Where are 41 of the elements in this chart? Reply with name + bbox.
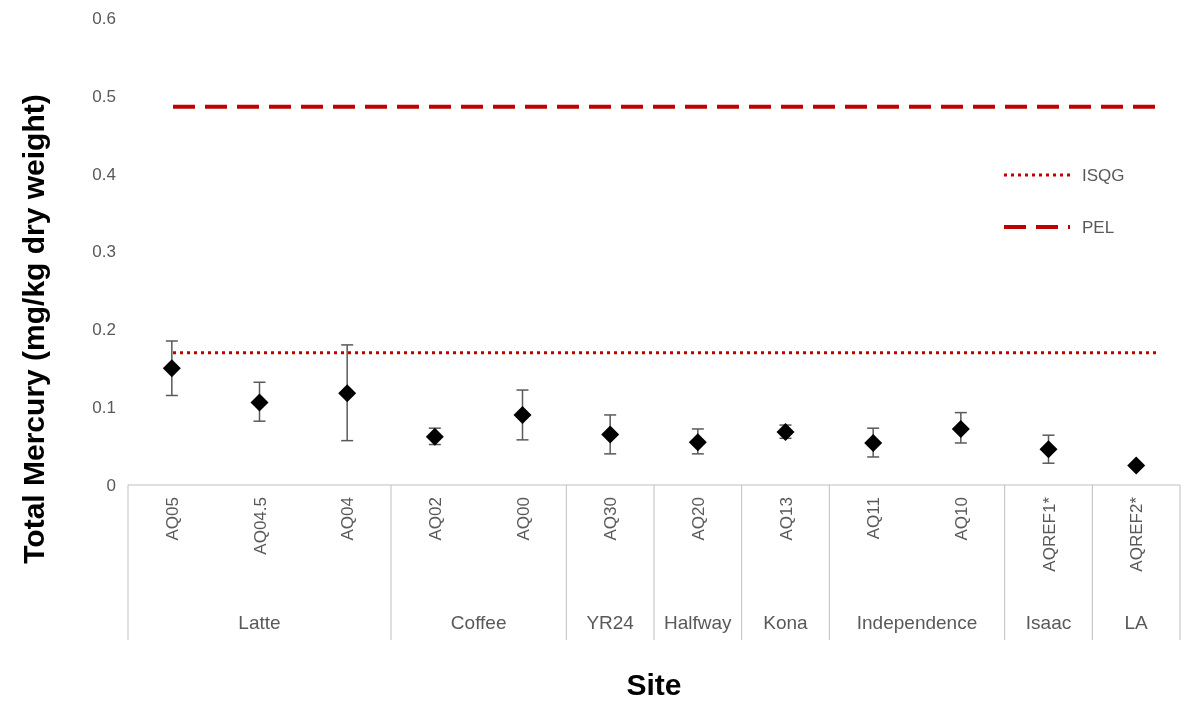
text: Isaac — [1025, 612, 1072, 633]
point — [162, 359, 181, 378]
text: Latte — [238, 612, 281, 633]
point — [513, 405, 532, 424]
x-tick-label: AQ30 — [601, 497, 621, 541]
point — [951, 419, 970, 438]
point — [250, 393, 269, 412]
x-tick-label: AQ04 — [338, 497, 358, 541]
y-tick-label: 0 — [106, 475, 116, 495]
text: Halfway — [664, 612, 733, 633]
y-tick-label: 0.3 — [92, 242, 116, 262]
x-tick-label: AQ04.5 — [250, 497, 270, 555]
text: LA — [1124, 612, 1149, 633]
y-tick-label: 0.1 — [92, 398, 116, 418]
point — [1127, 456, 1146, 475]
point — [688, 433, 707, 452]
y-tick-label: 0.5 — [92, 86, 116, 106]
x-tick-label: AQREF1* — [1039, 496, 1059, 572]
point — [601, 425, 620, 444]
text: YR24 — [586, 612, 635, 633]
x-tick-label: AQ20 — [688, 497, 708, 541]
y-tick-label: 0.4 — [92, 164, 116, 184]
x-tick-label: AQ02 — [425, 497, 445, 541]
y-axis-title: Total Mercury (mg/kg dry weight) — [17, 94, 50, 564]
y-tick-label: 0.6 — [92, 8, 116, 28]
point — [1039, 440, 1058, 459]
legend-label: ISQG — [1082, 165, 1125, 185]
legend-label: PEL — [1082, 217, 1115, 237]
point — [864, 433, 883, 452]
x-tick-label: AQ05 — [162, 497, 182, 541]
x-tick-label: AQ13 — [776, 497, 796, 541]
text: Independence — [856, 612, 978, 633]
x-tick-label: AQ10 — [951, 497, 971, 541]
x-tick-label: AQREF2* — [1127, 496, 1147, 572]
y-tick-label: 0.2 — [92, 320, 116, 340]
text: Kona — [763, 612, 809, 633]
x-axis-title: Site — [626, 668, 682, 701]
text: Coffee — [450, 612, 507, 633]
x-tick-label: AQ00 — [513, 497, 533, 541]
point — [338, 384, 357, 403]
x-tick-label: AQ11 — [864, 497, 884, 540]
